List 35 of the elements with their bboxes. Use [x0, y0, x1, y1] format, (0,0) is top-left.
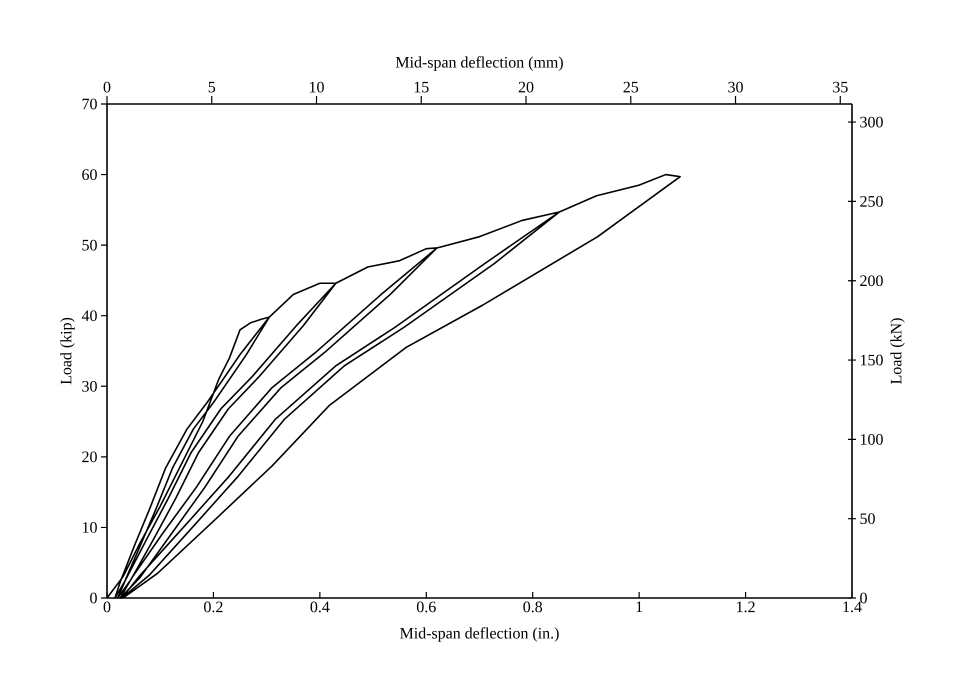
y-tick-label: 40	[82, 310, 97, 322]
y2-tick-label: 300	[860, 116, 883, 128]
x2-tick-label: 20	[518, 82, 534, 92]
y2-tick-label: 150	[860, 354, 883, 366]
x2-tick-label: 15	[414, 82, 429, 92]
y-tick-label: 0	[90, 592, 97, 604]
y-tick-label: 10	[82, 522, 97, 533]
y-axis-title: Load (kip)	[60, 318, 75, 384]
x-tick-label: 0.4	[310, 602, 330, 612]
x-tick-label: 0.6	[416, 602, 436, 612]
x2-tick-label: 30	[728, 82, 743, 92]
y-tick-label: 20	[82, 451, 97, 462]
x-axis-title: Mid-span deflection (in.)	[400, 627, 559, 642]
y2-tick-label: 0	[860, 592, 867, 604]
y2-tick-label: 100	[860, 434, 883, 445]
x2-tick-label: 5	[208, 82, 216, 92]
y-tick-label: 50	[82, 240, 97, 251]
x-tick-label: 0	[104, 602, 110, 612]
x2-tick-label: 10	[310, 82, 324, 92]
x2-tick-label: 25	[624, 82, 638, 92]
x-tick-label: 1.4	[843, 602, 862, 612]
x2-tick-label: 0	[104, 82, 110, 92]
y2-tick-label: 250	[860, 196, 883, 207]
y2-axis-title: Load (kN)	[890, 318, 905, 384]
x-tick-label: 0.2	[204, 602, 223, 612]
x-tick-label: 1.2	[737, 602, 755, 612]
x-tick-label: 0.8	[523, 602, 542, 612]
y-tick-label: 60	[82, 169, 97, 180]
y-tick-label: 30	[82, 380, 97, 392]
x2-tick-label: 35	[833, 82, 848, 92]
x2-axis-title: Mid-span deflection (mm)	[396, 56, 563, 71]
x-tick-label: 1	[636, 602, 642, 612]
y2-tick-label: 50	[860, 513, 875, 524]
y2-tick-label: 200	[860, 275, 883, 286]
y-tick-label: 70	[82, 98, 97, 110]
